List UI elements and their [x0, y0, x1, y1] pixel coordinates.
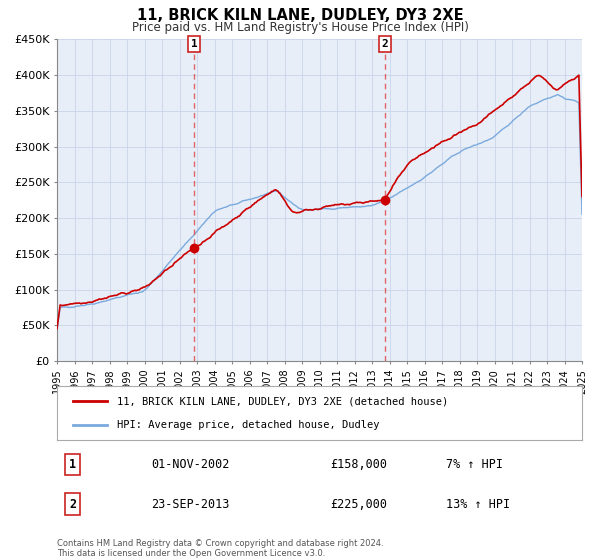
Text: 1: 1 — [69, 458, 76, 472]
Text: 01-NOV-2002: 01-NOV-2002 — [151, 458, 230, 472]
Text: Contains HM Land Registry data © Crown copyright and database right 2024.: Contains HM Land Registry data © Crown c… — [57, 539, 383, 548]
Text: 23-SEP-2013: 23-SEP-2013 — [151, 497, 230, 511]
Text: 11, BRICK KILN LANE, DUDLEY, DY3 2XE (detached house): 11, BRICK KILN LANE, DUDLEY, DY3 2XE (de… — [118, 396, 449, 407]
Text: Price paid vs. HM Land Registry's House Price Index (HPI): Price paid vs. HM Land Registry's House … — [131, 21, 469, 34]
Text: £158,000: £158,000 — [330, 458, 387, 472]
Text: 1: 1 — [191, 39, 197, 49]
Text: 2: 2 — [382, 39, 388, 49]
Text: 13% ↑ HPI: 13% ↑ HPI — [445, 497, 509, 511]
Text: 7% ↑ HPI: 7% ↑ HPI — [445, 458, 503, 472]
Text: £225,000: £225,000 — [330, 497, 387, 511]
Text: HPI: Average price, detached house, Dudley: HPI: Average price, detached house, Dudl… — [118, 419, 380, 430]
Text: This data is licensed under the Open Government Licence v3.0.: This data is licensed under the Open Gov… — [57, 549, 325, 558]
Text: 2: 2 — [69, 497, 76, 511]
Text: 11, BRICK KILN LANE, DUDLEY, DY3 2XE: 11, BRICK KILN LANE, DUDLEY, DY3 2XE — [137, 8, 463, 24]
